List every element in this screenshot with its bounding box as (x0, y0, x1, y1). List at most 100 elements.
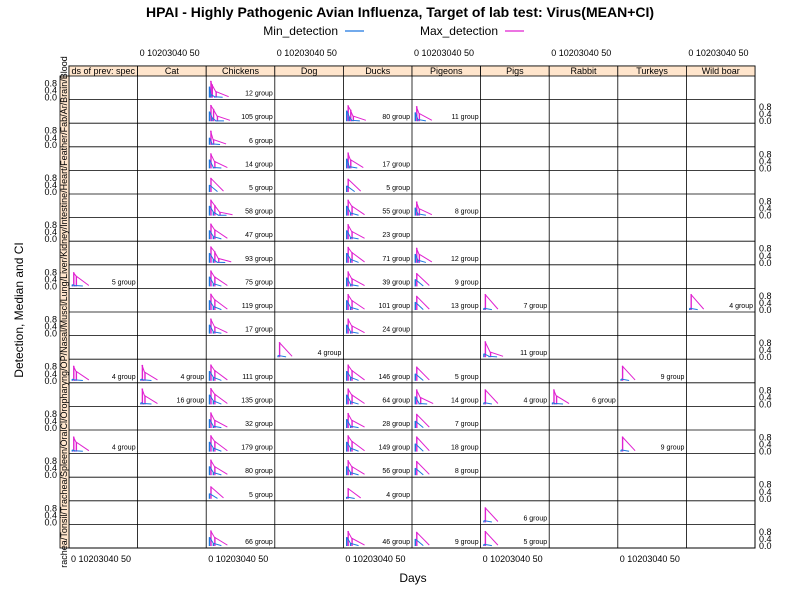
group-count-label: 11 group (451, 114, 478, 121)
y-tick-label-right: 0.8 (759, 527, 772, 537)
y-tick-label-right: 0.0 (759, 541, 772, 551)
max-detection-line (210, 223, 228, 239)
x-tick-label-top: 0 10203040 50 (688, 48, 748, 58)
species-strips: ds of prev: spec Cat Chickens Dog Ducks Pigeo… (59, 56, 756, 568)
min-detection-line (209, 276, 222, 287)
min-detection-line (414, 420, 424, 429)
max-detection-line (347, 435, 365, 452)
max-detection-line (347, 199, 365, 216)
group-count-label: 80 group (382, 114, 410, 121)
min-detection-line (346, 370, 359, 381)
group-count-label: 75 group (245, 279, 273, 286)
group-count-label: 39 group (382, 279, 410, 286)
min-detection-line (278, 354, 287, 358)
group-count-label: 7 group (523, 303, 547, 310)
min-detection-line (209, 159, 222, 169)
max-detection-line (210, 486, 224, 499)
y-tick-label-right: 0.8 (759, 433, 772, 443)
y-tick-label-right: 0.0 (759, 399, 772, 409)
min-detection-line (483, 402, 492, 405)
x-tick-label-bottom: 0 10203040 50 (620, 554, 680, 564)
max-detection-line (415, 295, 430, 310)
y-tick-label-right: 0.0 (759, 258, 772, 268)
y-tick-label-left: 0.4 (44, 510, 57, 520)
y-tick-label-right: 0.8 (759, 149, 772, 159)
max-detection-line (415, 413, 430, 428)
group-count-label: 32 group (245, 421, 273, 428)
y-tick-label-right: 0.0 (759, 447, 772, 457)
max-detection-line (141, 364, 158, 381)
group-count-label: 55 group (382, 209, 410, 216)
species-strip (686, 65, 756, 77)
min-detection-line (414, 396, 428, 405)
y-tick-label-left: 0.0 (44, 234, 57, 244)
min-detection-line (72, 378, 83, 381)
sample-strip (59, 75, 70, 549)
group-count-label: 66 group (245, 539, 273, 546)
max-detection-line (347, 178, 362, 192)
max-detection-line (347, 223, 365, 239)
group-count-label: 8 group (455, 468, 479, 475)
max-detection-line (415, 460, 430, 475)
group-count-label: 18 group (451, 445, 479, 452)
max-detection-line (210, 459, 228, 475)
max-detection-line (347, 530, 365, 546)
max-detection-line (210, 412, 228, 428)
max-detection-line (484, 507, 499, 522)
min-detection-line (414, 443, 424, 452)
min-detection-line (346, 394, 359, 405)
min-detection-line (621, 378, 630, 381)
min-detection-line (414, 112, 426, 122)
y-tick-label-left: 0.0 (44, 470, 57, 480)
y-tick-label-right: 0.8 (759, 244, 772, 254)
y-tick-label-left: 0.8 (44, 362, 57, 372)
group-count-label: 14 group (245, 161, 273, 168)
group-count-label: 6 group (523, 515, 547, 522)
chart-title: HPAI - Highly Pathogenic Avian Influenza… (146, 4, 654, 20)
group-count-label: 71 group (382, 256, 410, 263)
y-tick-label-left: 0.0 (44, 329, 57, 339)
max-detection-line (210, 364, 228, 381)
max-detection-line (347, 459, 365, 475)
group-count-label: 119 group (242, 303, 273, 310)
group-count-label: 4 group (180, 374, 204, 381)
max-detection-line (210, 246, 232, 263)
y-tick-label-left: 0.8 (44, 126, 57, 136)
min-detection-line (483, 543, 492, 547)
panel-grid (68, 65, 756, 549)
y-tick-label-right: 0.8 (759, 197, 772, 207)
group-count-label: 5 group (249, 492, 273, 499)
y-tick-label-right: 0.4 (759, 345, 772, 355)
max-detection-line (347, 105, 367, 121)
min-detection-line (414, 373, 424, 381)
group-count-label: 4 group (318, 350, 342, 357)
min-detection-line (209, 324, 222, 334)
max-detection-line (72, 365, 90, 381)
group-count-label: 101 group (378, 303, 410, 310)
y-tick-label-right: 0.0 (759, 305, 772, 315)
max-detection-line (347, 412, 365, 428)
max-detection-line (347, 293, 365, 310)
sample-strip-label: rachea/Tonsil/Trachea/Spleen/OralCl/Orop… (59, 56, 69, 567)
max-detection-line (484, 389, 499, 404)
min-detection-line (346, 252, 359, 263)
group-count-label: 7 group (455, 421, 479, 428)
max-detection-line (690, 293, 705, 310)
min-detection-line (346, 185, 355, 193)
group-count-label: 12 group (451, 256, 479, 263)
group-count-label: 5 group (249, 185, 273, 192)
group-count-label: 24 group (382, 327, 410, 334)
x-tick-label-bottom: 0 10203040 50 (345, 554, 405, 564)
group-count-label: 14 group (451, 397, 479, 404)
x-tick-label-top: 0 10203040 50 (277, 48, 337, 58)
species-strip-label: Rabbit (570, 66, 597, 76)
group-count-label: 46 group (382, 539, 410, 546)
y-tick-label-left: 0.4 (44, 369, 57, 379)
y-tick-label-right: 0.4 (759, 251, 772, 261)
min-detection-line (414, 538, 424, 547)
y-tick-label-right: 0.0 (759, 352, 772, 362)
group-count-label: 16 group (177, 397, 205, 404)
x-tick-label-top: 0 10203040 50 (414, 48, 474, 58)
group-count-label: 28 group (382, 421, 410, 428)
